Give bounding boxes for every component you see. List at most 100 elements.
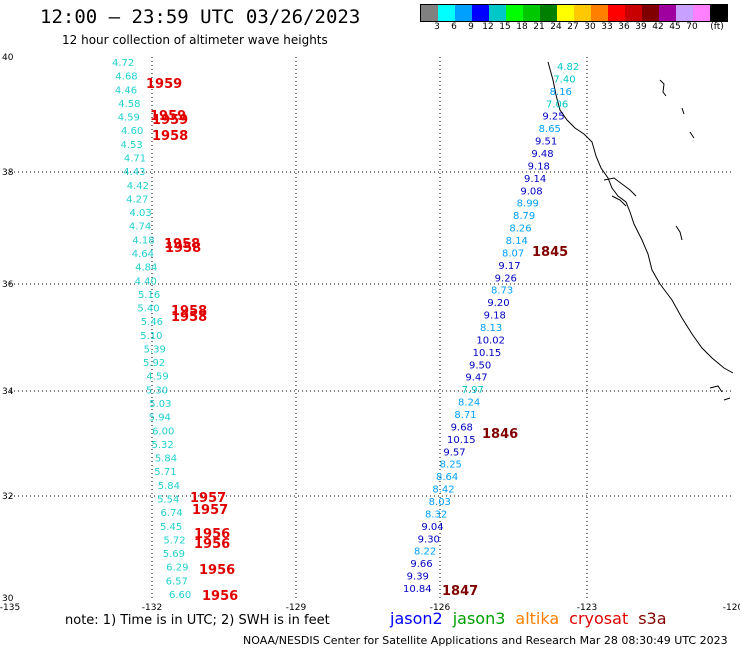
color-swatch: [421, 5, 438, 21]
color-scale-label: 6: [451, 22, 457, 32]
right-track-swh: 9.18: [484, 311, 506, 322]
map-title: 12:00 — 23:59 UTC 03/26/2023: [40, 6, 361, 28]
left-track-swh: 4.40: [135, 276, 157, 287]
color-scale-label: 3: [434, 22, 440, 32]
mission-jason3: jason3: [452, 609, 506, 628]
right-track-swh: 8.07: [502, 248, 524, 259]
left-track-swh: 5.84: [158, 481, 180, 492]
color-scale-label: 27: [567, 22, 579, 32]
right-track-swh: 8.71: [454, 410, 476, 421]
right-track-swh: 8.13: [480, 323, 502, 334]
left-track-time: 1956: [202, 589, 238, 604]
left-track-time: 1959: [152, 113, 188, 128]
right-track-swh: 8.32: [425, 509, 447, 520]
left-track-time: 1957: [192, 503, 228, 518]
right-track-swh: 10.15: [473, 348, 502, 359]
right-track-swh: 9.66: [410, 559, 432, 570]
color-swatch: [540, 5, 557, 21]
right-track-swh: 8.16: [550, 87, 572, 98]
map-subtitle: 12 hour collection of altimeter wave hei…: [62, 33, 328, 47]
right-track-swh: 9.51: [535, 137, 557, 148]
left-track-swh: 4.18: [132, 235, 154, 246]
left-track-time: 1956: [194, 527, 230, 542]
longitude-label: -126: [430, 603, 451, 613]
channel-islands: [709, 385, 731, 401]
right-track-swh: 9.20: [487, 298, 509, 309]
color-scale-label: 39: [635, 22, 647, 32]
right-track-swh: 8.25: [440, 460, 462, 471]
wave-height-color-scale: [420, 4, 728, 22]
right-track-swh: 9.30: [418, 534, 440, 545]
latitude-label: 34: [2, 387, 14, 397]
left-track-time: 1956: [199, 563, 235, 578]
right-track-swh: 9.48: [531, 149, 553, 160]
color-swatch: [472, 5, 489, 21]
left-track-time: 1957: [190, 491, 226, 506]
right-track-swh: 9.17: [498, 261, 520, 272]
left-track-swh: 5.71: [154, 467, 176, 478]
color-swatch: [625, 5, 642, 21]
left-track-swh: 5.40: [137, 304, 159, 315]
color-swatch: [489, 5, 506, 21]
left-track-swh: 4.59: [118, 113, 140, 124]
longitude-label: -120: [723, 603, 740, 613]
color-swatch: [591, 5, 608, 21]
color-swatch: [455, 5, 472, 21]
color-swatch: [438, 5, 455, 21]
left-track-swh: 4.74: [129, 222, 151, 233]
left-track-swh: 6.60: [169, 590, 191, 601]
color-swatch: [659, 5, 676, 21]
color-swatch: [693, 5, 710, 21]
left-track-time: 1956: [194, 537, 230, 552]
left-track-swh: 5.32: [151, 440, 173, 451]
right-track-swh: 9.26: [495, 273, 517, 284]
right-track-swh: 9.57: [443, 447, 465, 458]
right-track-swh: 9.68: [451, 422, 473, 433]
left-track-swh: 4.46: [115, 85, 137, 96]
right-track-swh: 9.18: [528, 161, 550, 172]
left-track-swh: 4.42: [127, 181, 149, 192]
left-track-time: 1959: [150, 109, 186, 124]
right-track-swh: 9.50: [469, 360, 491, 371]
latitude-label: 30: [2, 594, 14, 604]
latitude-label: 32: [2, 492, 13, 502]
left-track-swh: 5.10: [140, 331, 162, 342]
left-track-swh: 4.71: [124, 153, 146, 164]
color-scale-label: 21: [533, 22, 545, 32]
left-track-swh: 5.30: [146, 385, 168, 396]
longitude-label: -132: [142, 603, 162, 613]
right-track-swh: 8.03: [429, 497, 451, 508]
left-track-swh: 6.00: [152, 426, 174, 437]
footer-note: note: 1) Time is in UTC; 2) SWH is in fe…: [65, 613, 330, 628]
right-track-time: 1845: [532, 245, 568, 260]
right-track-swh: 8.42: [432, 485, 454, 496]
left-track-swh: 6.29: [166, 563, 188, 574]
left-track-swh: 5.45: [160, 522, 182, 533]
left-track-time: 1958: [171, 310, 207, 325]
left-track-swh: 4.59: [146, 372, 168, 383]
color-swatch: [676, 5, 693, 21]
left-track-swh: 4.43: [123, 167, 145, 178]
left-track-swh: 5.92: [143, 358, 165, 369]
right-track-swh: 8.99: [517, 199, 539, 210]
left-track-swh: 5.46: [141, 317, 163, 328]
right-track-time: 1846: [482, 427, 518, 442]
coastline: [547, 61, 734, 374]
left-track-time: 1958: [164, 237, 200, 252]
left-track-swh: 5.72: [163, 535, 185, 546]
right-track-swh: 8.26: [509, 224, 531, 235]
left-track-time: 1958: [165, 241, 201, 256]
color-scale-label: 36: [618, 22, 630, 32]
right-track-swh: 10.84: [403, 584, 432, 595]
color-swatch: [574, 5, 591, 21]
right-track-swh: 7.97: [462, 385, 484, 396]
map-frame: [10, 57, 733, 598]
right-track-swh: 10.15: [447, 435, 476, 446]
color-scale-label: (ft): [710, 22, 724, 32]
color-swatch: [710, 5, 727, 21]
color-swatch: [506, 5, 523, 21]
right-track-swh: 7.40: [553, 74, 575, 85]
right-track-swh: 8.14: [506, 236, 528, 247]
left-track-swh: 5.84: [155, 454, 177, 465]
